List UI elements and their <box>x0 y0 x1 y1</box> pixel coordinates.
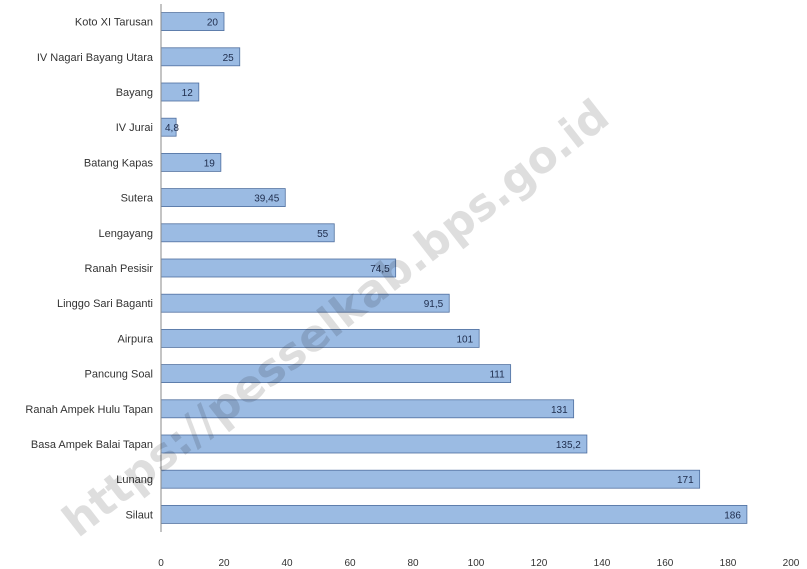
data-label: 19 <box>204 158 216 169</box>
x-tick-label: 0 <box>158 558 164 569</box>
bar <box>160 469 701 489</box>
data-label: 186 <box>724 510 741 521</box>
data-label: 25 <box>223 53 235 64</box>
category-labels: Koto XI Tarusan IV Nagari Bayang Utara Bay… <box>25 17 153 522</box>
data-label: 39,45 <box>254 194 279 205</box>
data-label: 91,5 <box>424 299 444 310</box>
bar <box>160 504 748 524</box>
x-tick-label: 100 <box>468 558 485 569</box>
data-label: 171 <box>677 475 694 486</box>
x-tick-label: 180 <box>720 558 737 569</box>
bars-layer <box>160 12 748 524</box>
category-label: IV Nagari Bayang Utara <box>37 52 154 64</box>
category-label: Ranah Pesisir <box>85 263 154 275</box>
category-label: IV Jurai <box>116 122 153 134</box>
bar <box>160 223 335 243</box>
data-label: 101 <box>456 334 473 345</box>
x-tick-label: 60 <box>344 558 356 569</box>
category-label: Basa Ampek Balai Tapan <box>31 439 153 451</box>
data-label: 4,8 <box>165 123 179 134</box>
x-tick-label: 120 <box>531 558 548 569</box>
category-label: Silaut <box>125 509 153 521</box>
data-label: 55 <box>317 229 329 240</box>
data-label: 111 <box>489 370 505 381</box>
category-label: Lengayang <box>99 228 153 240</box>
category-label: Pancung Soal <box>85 369 154 381</box>
x-tick-label: 20 <box>218 558 230 569</box>
data-label: 74,5 <box>370 264 390 275</box>
x-tick-label: 40 <box>281 558 293 569</box>
data-label: 135,2 <box>556 440 581 451</box>
data-label: 12 <box>182 88 194 99</box>
category-label: Ranah Ampek Hulu Tapan <box>25 404 153 416</box>
category-label: Batang Kapas <box>84 157 154 169</box>
x-tick-label: 160 <box>657 558 674 569</box>
x-tick-label: 140 <box>594 558 611 569</box>
x-tick-label: 80 <box>407 558 419 569</box>
data-label: 131 <box>551 405 568 416</box>
category-label: Lunang <box>116 474 153 486</box>
category-label: Koto XI Tarusan <box>75 17 153 29</box>
category-label: Bayang <box>116 87 153 99</box>
x-tick-label: 200 <box>783 558 800 569</box>
category-label: Airpura <box>118 333 154 345</box>
data-label: 20 <box>207 18 219 29</box>
x-axis-tick-labels: 0 20 40 60 80 100 120 140 160 180 200 <box>158 558 800 569</box>
bar <box>160 364 512 384</box>
category-label: Linggo Sari Baganti <box>57 298 153 310</box>
category-label: Sutera <box>121 193 154 205</box>
data-labels: 20 25 12 4,8 19 39,45 55 74,5 91,5 101 111 131 135,2… <box>165 18 741 522</box>
bar <box>160 82 200 102</box>
